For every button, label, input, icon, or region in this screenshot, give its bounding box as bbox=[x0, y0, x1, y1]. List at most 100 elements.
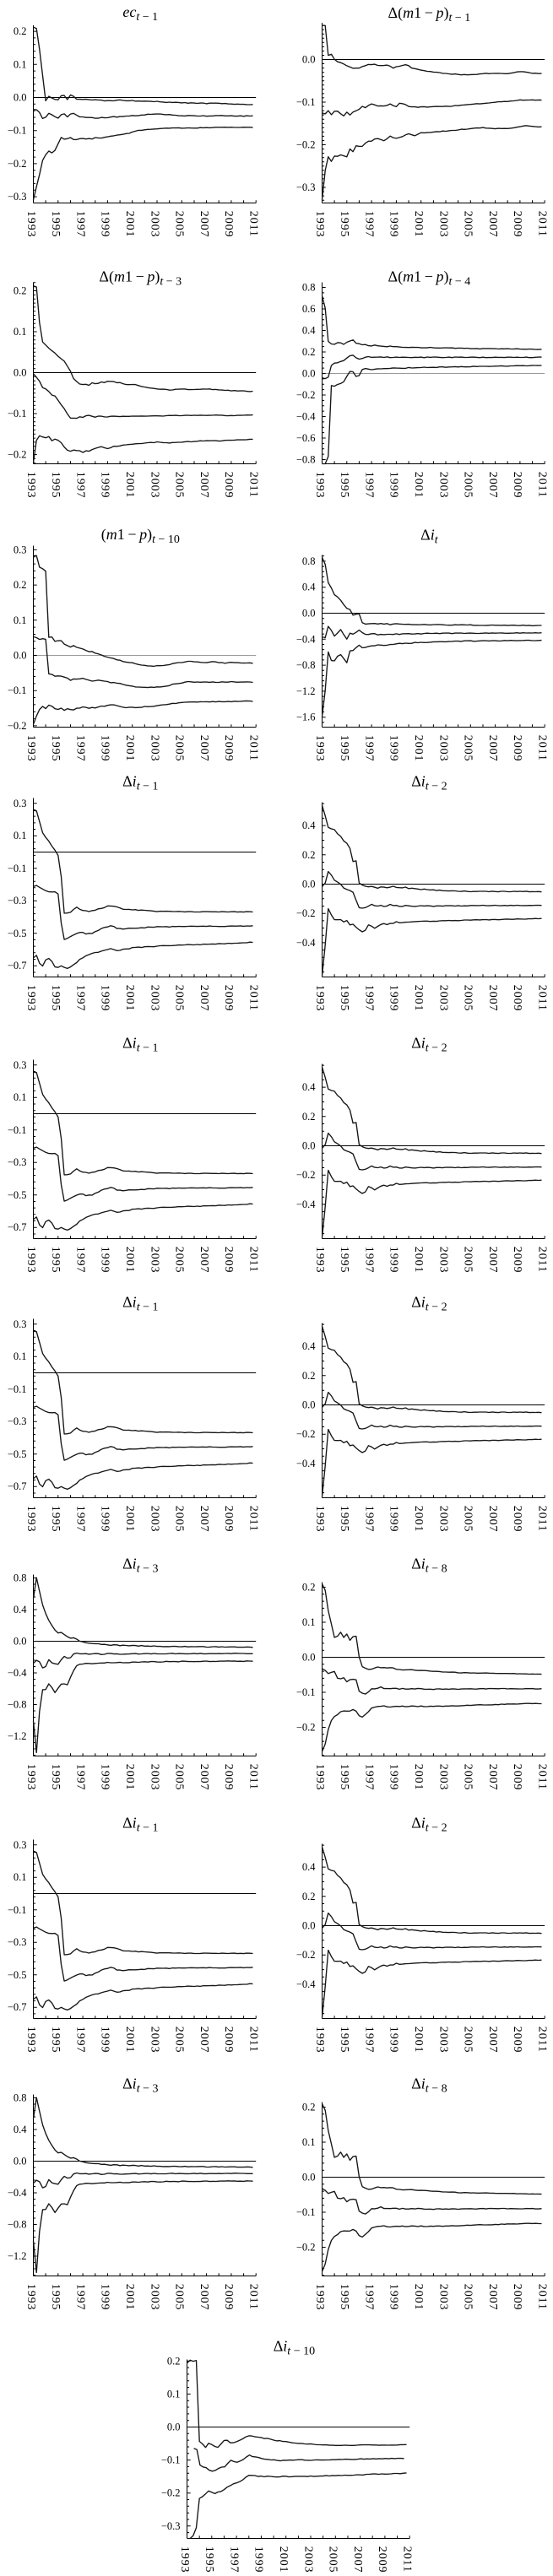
svg-text:2005: 2005 bbox=[462, 735, 474, 762]
svg-text:2011: 2011 bbox=[401, 2546, 414, 2573]
svg-text:1993: 1993 bbox=[24, 2027, 37, 2054]
svg-text:0.4: 0.4 bbox=[302, 1861, 316, 1873]
svg-text:2001: 2001 bbox=[412, 985, 425, 1012]
svg-text:−0.7: −0.7 bbox=[8, 1221, 27, 1233]
svg-text:2011: 2011 bbox=[247, 211, 260, 237]
svg-text:Δit − 1: Δit − 1 bbox=[122, 1815, 158, 1835]
svg-text:2007: 2007 bbox=[198, 472, 210, 499]
svg-text:0.1: 0.1 bbox=[14, 1871, 27, 1883]
svg-text:0.4: 0.4 bbox=[14, 1604, 27, 1615]
svg-text:2007: 2007 bbox=[198, 985, 210, 1012]
svg-text:2003: 2003 bbox=[148, 2027, 160, 2054]
svg-text:1999: 1999 bbox=[99, 1764, 111, 1791]
svg-text:−1.2: −1.2 bbox=[8, 2250, 27, 2262]
svg-text:1999: 1999 bbox=[388, 735, 400, 762]
svg-text:0.0: 0.0 bbox=[302, 879, 316, 890]
svg-text:−0.6: −0.6 bbox=[296, 432, 316, 444]
svg-text:0.1: 0.1 bbox=[14, 1350, 27, 1362]
svg-text:1993: 1993 bbox=[24, 985, 37, 1012]
svg-text:0.2: 0.2 bbox=[14, 285, 27, 297]
svg-text:−0.4: −0.4 bbox=[8, 1667, 27, 1679]
svg-text:2003: 2003 bbox=[148, 1506, 160, 1533]
svg-text:−0.2: −0.2 bbox=[161, 2487, 181, 2499]
svg-text:0.8: 0.8 bbox=[14, 1572, 27, 1584]
svg-text:2011: 2011 bbox=[536, 1506, 549, 1532]
svg-text:−0.1: −0.1 bbox=[8, 1124, 27, 1136]
svg-text:2005: 2005 bbox=[173, 211, 186, 238]
svg-text:1995: 1995 bbox=[49, 472, 62, 499]
svg-text:0.2: 0.2 bbox=[302, 849, 316, 861]
svg-text:2009: 2009 bbox=[222, 211, 235, 238]
svg-text:2011: 2011 bbox=[536, 211, 549, 237]
svg-text:1999: 1999 bbox=[99, 211, 111, 238]
svg-text:1999: 1999 bbox=[388, 1247, 400, 1274]
svg-text:1995: 1995 bbox=[203, 2546, 215, 2573]
svg-text:2001: 2001 bbox=[277, 2546, 290, 2573]
svg-text:2003: 2003 bbox=[436, 2284, 449, 2311]
svg-text:2005: 2005 bbox=[173, 1506, 186, 1533]
svg-text:2007: 2007 bbox=[198, 1247, 210, 1274]
svg-text:0.8: 0.8 bbox=[302, 282, 316, 294]
svg-text:−0.1: −0.1 bbox=[8, 125, 27, 137]
svg-text:2005: 2005 bbox=[462, 1247, 474, 1274]
svg-text:−0.1: −0.1 bbox=[8, 863, 27, 874]
svg-text:0.0: 0.0 bbox=[14, 650, 27, 662]
svg-text:1995: 1995 bbox=[338, 985, 350, 1012]
svg-text:0.0: 0.0 bbox=[302, 1140, 316, 1152]
svg-text:1997: 1997 bbox=[362, 472, 375, 499]
svg-text:2007: 2007 bbox=[198, 1506, 210, 1533]
svg-text:−0.4: −0.4 bbox=[296, 411, 316, 423]
svg-text:1993: 1993 bbox=[313, 211, 326, 238]
svg-text:−1.6: −1.6 bbox=[296, 712, 316, 723]
svg-text:1993: 1993 bbox=[313, 472, 326, 499]
svg-text:2009: 2009 bbox=[511, 211, 523, 238]
svg-text:0.2: 0.2 bbox=[14, 579, 27, 591]
svg-text:2003: 2003 bbox=[436, 1764, 449, 1791]
svg-text:−0.5: −0.5 bbox=[8, 928, 27, 939]
svg-text:2001: 2001 bbox=[123, 472, 136, 499]
svg-text:1997: 1997 bbox=[73, 2027, 86, 2054]
svg-text:Δit − 2: Δit − 2 bbox=[411, 773, 447, 793]
svg-text:0.4: 0.4 bbox=[302, 1340, 316, 1352]
svg-text:1999: 1999 bbox=[388, 2027, 400, 2054]
svg-text:2003: 2003 bbox=[436, 735, 449, 762]
svg-text:2011: 2011 bbox=[536, 735, 549, 761]
svg-text:1995: 1995 bbox=[338, 735, 350, 762]
svg-text:1993: 1993 bbox=[24, 1506, 37, 1533]
svg-text:2001: 2001 bbox=[412, 472, 425, 499]
svg-text:1999: 1999 bbox=[99, 735, 111, 762]
svg-text:−0.3: −0.3 bbox=[161, 2520, 181, 2532]
svg-text:1997: 1997 bbox=[362, 1764, 375, 1791]
svg-text:0.0: 0.0 bbox=[14, 367, 27, 379]
svg-text:Δit − 3: Δit − 3 bbox=[122, 2075, 158, 2096]
svg-text:0.8: 0.8 bbox=[14, 2092, 27, 2104]
svg-text:1993: 1993 bbox=[24, 1764, 37, 1791]
svg-text:ect − 1: ect − 1 bbox=[122, 3, 158, 24]
svg-text:−0.2: −0.2 bbox=[296, 139, 316, 151]
svg-text:2007: 2007 bbox=[486, 985, 499, 1012]
svg-text:0.1: 0.1 bbox=[14, 1091, 27, 1103]
svg-text:0.0: 0.0 bbox=[167, 2422, 181, 2433]
svg-text:1997: 1997 bbox=[73, 472, 86, 499]
svg-text:1993: 1993 bbox=[313, 2027, 326, 2054]
svg-text:1993: 1993 bbox=[24, 735, 37, 762]
svg-text:−0.1: −0.1 bbox=[296, 2206, 316, 2218]
svg-text:0.4: 0.4 bbox=[302, 325, 316, 337]
svg-text:1995: 1995 bbox=[49, 985, 62, 1012]
svg-text:2009: 2009 bbox=[222, 2284, 235, 2311]
svg-text:Δit − 10: Δit − 10 bbox=[274, 2338, 315, 2358]
svg-text:2007: 2007 bbox=[198, 2284, 210, 2311]
svg-text:−0.2: −0.2 bbox=[8, 720, 27, 732]
svg-text:2005: 2005 bbox=[173, 735, 186, 762]
svg-text:1997: 1997 bbox=[362, 211, 375, 238]
svg-text:0.4: 0.4 bbox=[14, 2124, 27, 2135]
svg-text:1999: 1999 bbox=[388, 1764, 400, 1791]
svg-text:2005: 2005 bbox=[462, 1764, 474, 1791]
svg-text:1997: 1997 bbox=[73, 1247, 86, 1274]
svg-text:2011: 2011 bbox=[247, 1506, 260, 1532]
svg-text:2011: 2011 bbox=[536, 2284, 549, 2310]
svg-text:2007: 2007 bbox=[486, 2284, 499, 2311]
svg-text:1993: 1993 bbox=[24, 211, 37, 238]
svg-text:1995: 1995 bbox=[338, 1247, 350, 1274]
svg-text:−0.1: −0.1 bbox=[296, 96, 316, 108]
